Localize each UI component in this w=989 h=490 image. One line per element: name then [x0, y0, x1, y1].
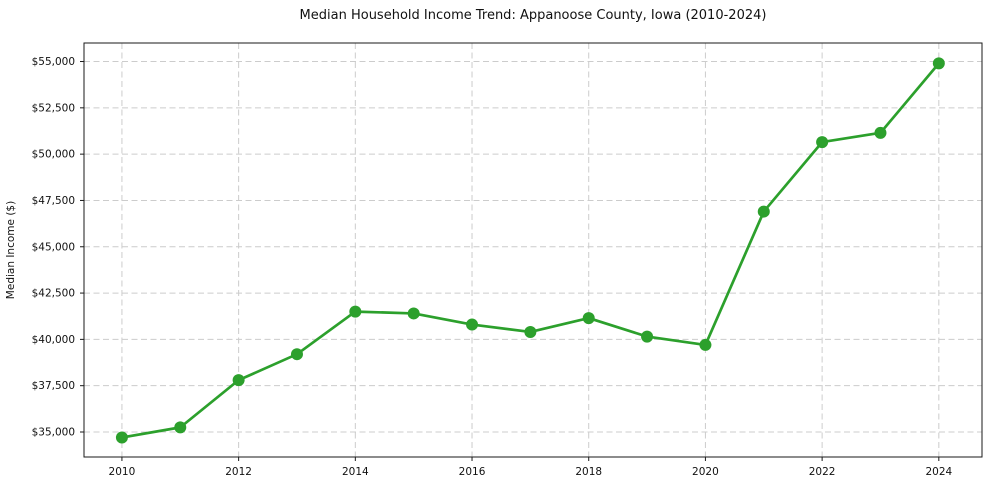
- data-point-2013: [290, 348, 303, 361]
- x-tick-label: 2020: [692, 466, 719, 478]
- data-point-2010: [115, 431, 128, 444]
- data-point-2015: [407, 307, 420, 320]
- x-tick-label: 2016: [459, 466, 486, 478]
- plot-area: [84, 43, 982, 457]
- gridlines: [84, 43, 982, 457]
- data-point-2014: [349, 305, 362, 318]
- axes-border: [83, 42, 983, 458]
- x-tick-label: 2022: [809, 466, 836, 478]
- y-tick-label: $42,500: [32, 288, 75, 300]
- x-tick-label: 2012: [225, 466, 252, 478]
- y-tick-label: $45,000: [32, 241, 75, 253]
- y-tick-label: $47,500: [32, 195, 75, 207]
- data-point-2020: [699, 338, 712, 351]
- y-tick-label: $37,500: [32, 380, 75, 392]
- data-point-2019: [641, 330, 654, 343]
- x-tick-label: 2010: [109, 466, 136, 478]
- data-point-2012: [232, 374, 245, 387]
- tick-marks: [80, 61, 940, 461]
- y-axis-label: Median Income ($): [5, 201, 17, 299]
- data-point-2024: [932, 57, 945, 70]
- data-point-2011: [174, 421, 187, 434]
- x-tick-label: 2024: [925, 466, 952, 478]
- x-tick-label: 2018: [575, 466, 602, 478]
- chart-title: Median Household Income Trend: Appanoose…: [299, 8, 767, 23]
- y-tick-label: $55,000: [32, 56, 75, 68]
- data-points: [115, 57, 945, 444]
- y-tick-label: $35,000: [32, 426, 75, 438]
- data-point-2021: [757, 205, 770, 218]
- data-point-2018: [582, 312, 595, 325]
- tick-labels: $35,000 $37,500 $40,000 $42,500 $45,000 $47,5…: [32, 56, 953, 478]
- y-tick-label: $40,000: [32, 334, 75, 346]
- data-point-2023: [874, 126, 887, 139]
- y-tick-label: $50,000: [32, 149, 75, 161]
- data-point-2017: [524, 325, 537, 338]
- data-point-2016: [466, 318, 479, 331]
- data-point-2022: [816, 136, 829, 149]
- y-tick-label: $52,500: [32, 102, 75, 114]
- x-tick-label: 2014: [342, 466, 369, 478]
